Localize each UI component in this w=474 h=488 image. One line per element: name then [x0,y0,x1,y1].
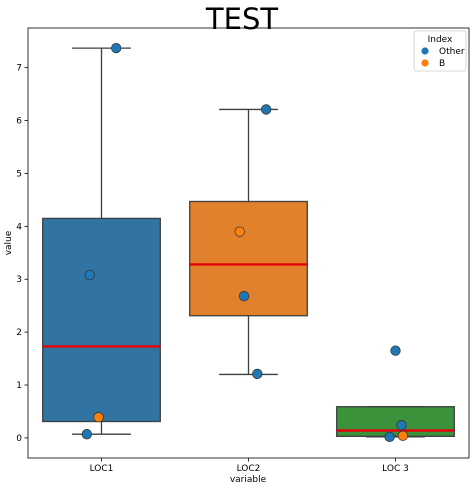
point-other-loc-3-7 [396,420,407,431]
y-tick-label-4: 4 [16,222,22,232]
point-b-loc1-0 [93,412,104,423]
box-loc2 [189,108,308,376]
y-tick-label-6: 6 [16,117,22,127]
point-other-loc1-0 [111,42,122,54]
point-other-loc2-4 [238,291,250,302]
y-tick-label-1: 1 [16,381,22,391]
y-tick-label-2: 2 [16,328,22,338]
y-tick-label-0: 0 [16,434,22,444]
boxes-layer [42,47,455,438]
point-other-loc-3-8 [384,431,395,442]
box-loc1 [42,47,161,435]
y-tick-label-5: 5 [16,169,22,179]
y-tick-label-7: 7 [16,64,22,74]
point-other-loc1-1 [84,269,95,281]
point-other-loc1-2 [81,429,92,440]
point-other-loc-3-6 [390,345,401,356]
y-tick-label-3: 3 [16,275,22,285]
point-other-loc2-5 [252,368,263,380]
points-layer [81,42,409,442]
point-b-loc-3-2 [397,430,409,441]
box-body-loc-3 [336,406,455,437]
y-axis: 0 1 2 3 4 5 6 7 [16,64,28,444]
point-b-loc2-1 [234,226,245,237]
x-tick-label-loc-3: LOC 3 [382,464,409,474]
legend: Index Other B [413,30,467,72]
legend-marker-b [421,59,429,67]
legend-marker-other [421,47,429,55]
x-tick-label-loc2: LOC2 [237,464,261,474]
legend-label-other: Other [439,47,465,57]
x-axis: LOC1 LOC2 LOC 3 [90,458,409,474]
box-loc-3 [336,406,455,438]
box-body-loc1 [42,217,161,423]
point-other-loc2-3 [260,104,272,115]
legend-label-b: B [439,59,445,69]
x-tick-label-loc1: LOC1 [90,464,114,474]
y-axis-label: value [4,230,14,255]
chart-title: TEST [205,2,278,36]
legend-title: Index [428,35,453,45]
x-axis-label: variable [230,475,267,485]
